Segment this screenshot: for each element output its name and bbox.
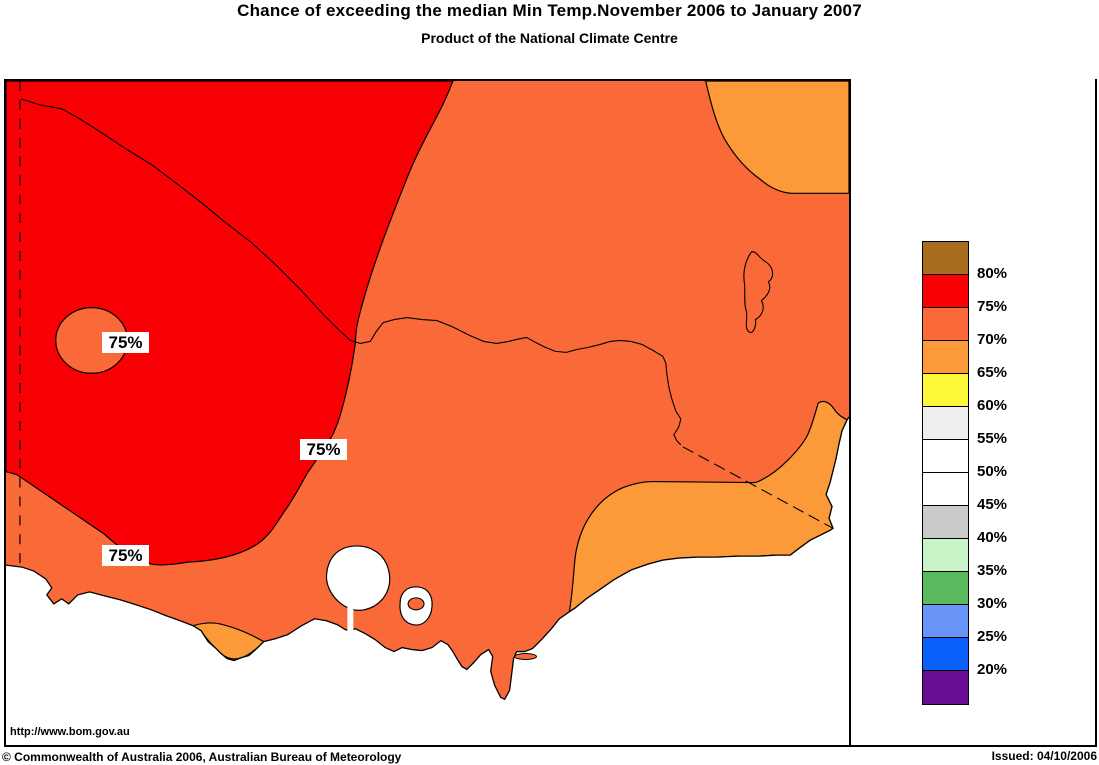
legend-tick-label-55%: 55% [977,430,1008,447]
legend-tick-label-80%: 80% [977,265,1008,282]
french-island [407,597,425,611]
legend-swatch-7 [923,473,968,506]
copyright-text: © Commonwealth of Australia 2006, Austra… [2,750,402,764]
legend-tick-label-35%: 35% [977,562,1008,579]
probability-map [6,81,849,745]
page-subtitle: Product of the National Climate Centre [421,30,678,46]
state-border-vic-nsw [682,446,834,529]
page-title: Chance of exceeding the median Min Temp.… [237,1,862,20]
legend-tick-label-75%: 75% [977,298,1008,315]
legend-tick-label-40%: 40% [977,529,1008,546]
legend-swatch-1 [923,275,968,308]
legend-swatch-5 [923,407,968,440]
legend-swatch-12 [923,638,968,671]
legend-tick-label-30%: 30% [977,595,1008,612]
legend-tick-label-25%: 25% [977,628,1008,645]
legend-swatch-column [922,241,969,705]
contour-label-75-sw: 75% [102,545,149,566]
legend-swatch-13 [923,671,968,704]
contour-label-75-central: 75% [300,439,347,460]
state-border-murray [20,98,682,446]
legend-tick-label-50%: 50% [977,463,1008,480]
legend-swatch-11 [923,605,968,638]
legend-swatch-3 [923,341,968,374]
ocean [6,416,849,745]
legend-swatch-2 [923,308,968,341]
legend-swatch-10 [923,572,968,605]
legend-swatch-6 [923,440,968,473]
legend-swatch-4 [923,374,968,407]
contour-label-75-nw: 75% [102,332,149,353]
bom-url-label: http://www.bom.gov.au [10,726,130,738]
legend-tick-label-70%: 70% [977,331,1008,348]
sliver-island [514,653,537,661]
coastline [6,416,849,701]
legend-tick-label-20%: 20% [977,661,1008,678]
legend-swatch-9 [923,539,968,572]
map-area: 75% 75% 75% http://www.bom.gov.au [4,79,851,747]
act-border [743,251,774,333]
legend-tick-label-45%: 45% [977,496,1008,513]
legend-swatch-8 [923,506,968,539]
legend-tick-label-60%: 60% [977,397,1008,414]
issued-date: Issued: 04/10/2006 [991,749,1097,763]
legend-swatch-0 [923,242,968,275]
legend-tick-label-65%: 65% [977,364,1008,381]
legend-panel: 80% 75% 70% 65% 60% 55% 50% 45% 40% 35% 30% 25% 20% [851,79,1097,747]
region-chance-65-70-north [705,81,849,194]
